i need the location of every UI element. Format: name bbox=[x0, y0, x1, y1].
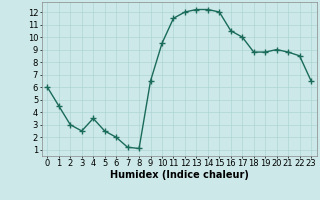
X-axis label: Humidex (Indice chaleur): Humidex (Indice chaleur) bbox=[110, 170, 249, 180]
